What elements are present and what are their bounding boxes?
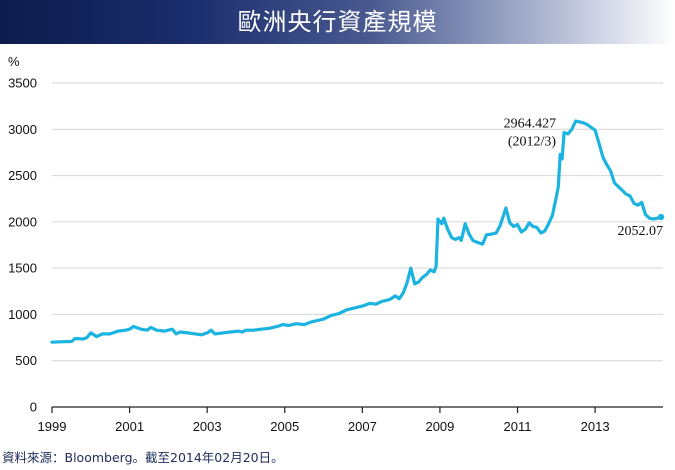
data-annotation: (2012/3) — [508, 135, 557, 150]
x-tick-label: 2013 — [581, 419, 610, 434]
y-tick-label: 3000 — [8, 122, 37, 137]
x-tick-label: 2003 — [193, 419, 222, 434]
y-tick-label: 2500 — [8, 168, 37, 183]
x-tick-label: 2009 — [425, 419, 454, 434]
y-tick-label: 2000 — [8, 214, 37, 229]
source-note: 資料來源：Bloomberg。截至2014年02月20日。 — [2, 450, 284, 465]
y-tick-label: 3500 — [8, 76, 37, 91]
series-line — [50, 119, 663, 344]
y-tick-label: 0 — [30, 400, 37, 415]
data-annotation: 2964.427 — [504, 117, 557, 132]
title-bar — [0, 0, 675, 44]
chart-title: 歐洲央行資產規模 — [237, 8, 438, 36]
x-tick-label: 1999 — [38, 419, 67, 434]
x-tick-label: 2001 — [115, 419, 144, 434]
x-tick-label: 2011 — [504, 419, 532, 434]
y-tick-label: 500 — [15, 353, 37, 368]
x-tick-label: 2007 — [348, 419, 377, 434]
y-tick-label: 1000 — [8, 307, 37, 322]
series-end-point — [657, 213, 665, 221]
x-tick-label: 2005 — [270, 419, 299, 434]
ecb-balance-sheet-chart: 0 500 1000 1500 2000 2500 3000 3500% 1999 2001 200… — [8, 54, 665, 434]
y-tick-label: 1500 — [8, 261, 37, 276]
y-axis-unit: % — [8, 54, 20, 69]
data-annotation: 2052.07 — [618, 224, 664, 239]
